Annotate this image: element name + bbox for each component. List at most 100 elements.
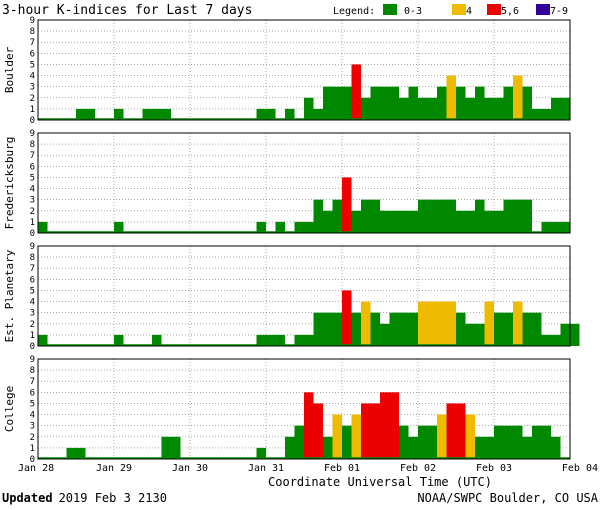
y-tick-label: 7	[30, 151, 35, 161]
k-index-bar	[361, 403, 371, 459]
y-tick-label: 5	[30, 60, 35, 70]
k-index-bar	[465, 210, 475, 233]
k-index-bar	[437, 301, 447, 346]
k-index-bar	[484, 436, 494, 459]
k-index-bar	[351, 210, 361, 233]
y-tick-label: 0	[30, 455, 35, 465]
panels: 0123456789Boulder0123456789Fredericksbur…	[3, 16, 580, 465]
k-index-bar	[152, 108, 162, 120]
k-index-bar	[389, 312, 399, 346]
k-index-bar	[161, 436, 171, 459]
y-tick-label: 3	[30, 422, 35, 432]
k-index-bar	[427, 301, 437, 346]
legend: 0-3 4 5,6 7-9	[383, 4, 568, 17]
k-index-bar	[513, 199, 523, 233]
k-index-bar	[313, 403, 323, 459]
k-index-bar	[66, 447, 76, 459]
k-index-bar	[522, 312, 532, 346]
k-index-bar	[427, 97, 437, 120]
k-index-bar	[456, 86, 466, 120]
k-index-bar	[285, 436, 295, 459]
k-index-bar	[256, 334, 266, 346]
k-index-bar	[541, 425, 551, 459]
legend-swatch	[536, 4, 550, 15]
k-index-bar	[522, 86, 532, 120]
panel-station-label: College	[3, 386, 16, 432]
k-index-bar	[351, 64, 361, 120]
y-tick-label: 4	[30, 72, 35, 82]
k-index-bar	[332, 414, 342, 459]
k-index-bar	[38, 221, 48, 233]
legend-label: 7-9	[550, 6, 568, 17]
y-tick-label: 3	[30, 309, 35, 319]
k-index-bar	[532, 425, 542, 459]
legend-swatch	[452, 4, 466, 15]
k-index-bar	[342, 290, 352, 346]
panel-station-label: Est. Planetary	[3, 249, 16, 342]
k-index-bar	[408, 436, 418, 459]
y-tick-label: 2	[30, 320, 35, 330]
y-tick-label: 6	[30, 275, 35, 285]
k-index-bar	[142, 108, 152, 120]
x-tick-label: Feb 01	[324, 463, 360, 474]
k-index-bar	[389, 86, 399, 120]
k-index-bar	[418, 301, 428, 346]
y-tick-label: 4	[30, 411, 35, 421]
k-index-bar	[551, 221, 561, 233]
k-index-bar	[323, 312, 333, 346]
y-tick-label: 7	[30, 264, 35, 274]
k-index-bar	[399, 210, 409, 233]
k-index-bar	[408, 312, 418, 346]
k-index-bar	[446, 301, 456, 346]
k-index-bar	[304, 392, 314, 459]
k-index-bar	[551, 97, 561, 120]
k-index-bar	[114, 108, 124, 120]
legend-label: 5,6	[501, 6, 519, 17]
y-tick-label: 1	[30, 444, 35, 454]
y-tick-label: 0	[30, 229, 35, 239]
k-index-bar	[114, 221, 124, 233]
x-tick-label: Jan 30	[172, 463, 208, 474]
legend-label: 0-3	[404, 6, 422, 17]
k-index-bar	[484, 97, 494, 120]
updated-value: 2019 Feb 3 2130	[59, 491, 167, 505]
y-tick-label: 9	[30, 242, 35, 252]
k-index-bar	[484, 210, 494, 233]
k-index-bar	[522, 199, 532, 233]
k-index-bar	[427, 425, 437, 459]
k-index-bar	[266, 334, 276, 346]
x-axis: Jan 28 Jan 29 Jan 30 Jan 31 Feb 01 Feb 02 Feb …	[18, 463, 598, 474]
k-index-bar	[408, 210, 418, 233]
k-index-bar	[38, 334, 48, 346]
panel-station-label: Boulder	[3, 46, 16, 93]
k-index-bar	[503, 312, 513, 346]
k-index-bar	[560, 97, 570, 120]
k-index-bar	[418, 199, 428, 233]
k-index-bar	[285, 108, 295, 120]
y-tick-label: 8	[30, 140, 35, 150]
k-index-bar	[370, 312, 380, 346]
k-index-bar	[332, 199, 342, 233]
y-tick-label: 8	[30, 366, 35, 376]
panel-frame	[37, 19, 571, 121]
k-index-bar	[275, 221, 285, 233]
k-index-bar	[541, 108, 551, 120]
k-index-bar	[399, 312, 409, 346]
k-index-bar	[332, 86, 342, 120]
y-tick-label: 3	[30, 196, 35, 206]
k-index-bar	[361, 97, 371, 120]
k-index-bar	[532, 312, 542, 346]
k-index-bar	[313, 312, 323, 346]
k-index-bar	[275, 334, 285, 346]
k-index-bar	[361, 301, 371, 346]
k-index-bar	[475, 436, 485, 459]
k-index-bar	[513, 301, 523, 346]
x-axis-label: Coordinate Universal Time (UTC)	[268, 475, 492, 489]
x-tick-label: Feb 02	[400, 463, 436, 474]
x-tick-label: Jan 28	[18, 463, 54, 474]
k-index-bar	[342, 177, 352, 233]
k-index-bar	[446, 403, 456, 459]
k-index-bar	[570, 323, 580, 346]
k-index-bar	[418, 425, 428, 459]
